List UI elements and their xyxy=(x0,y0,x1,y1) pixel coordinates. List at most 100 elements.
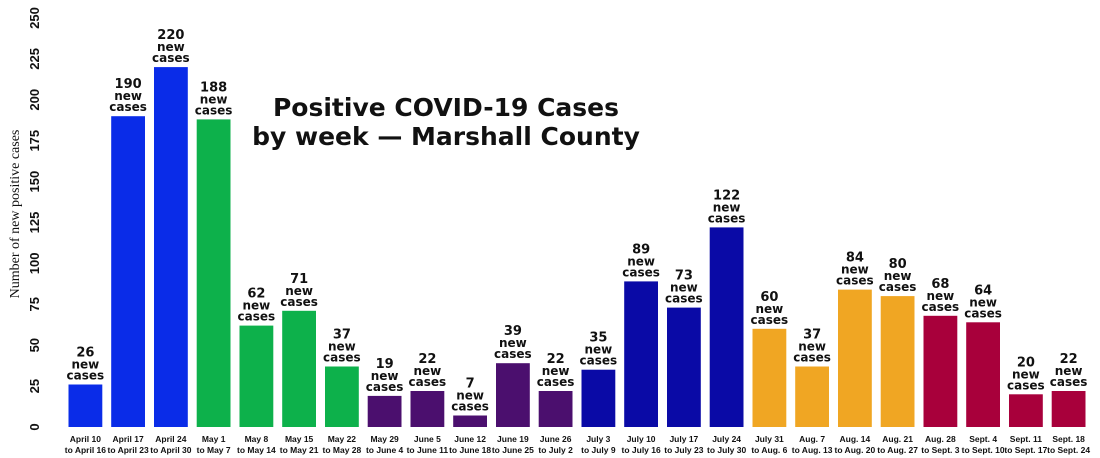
y-tick-label: 75 xyxy=(27,297,42,311)
x-tick-line-2: to May 28 xyxy=(323,445,362,455)
y-tick-label: 150 xyxy=(27,171,42,193)
data-label-new: new xyxy=(456,389,484,403)
bar xyxy=(367,395,402,427)
data-label-cases: cases xyxy=(537,375,575,389)
data-label-new: new xyxy=(1012,367,1040,381)
data-label-value: 7 xyxy=(466,377,475,392)
data-label-new: new xyxy=(328,339,356,353)
x-tick-line-2: to Sept. 3 xyxy=(921,445,960,455)
bar xyxy=(709,227,744,427)
data-label-value: 26 xyxy=(76,345,94,360)
data-label-cases: cases xyxy=(366,380,404,394)
x-tick-line-1: May 22 xyxy=(328,434,357,444)
bar xyxy=(838,289,872,427)
data-label-value: 71 xyxy=(290,272,308,287)
x-tick-line-1: Sept. 11 xyxy=(1010,434,1042,444)
data-label-value: 22 xyxy=(1060,352,1078,367)
data-label-cases: cases xyxy=(793,350,831,364)
data-label-cases: cases xyxy=(109,100,147,114)
chart-title-line-2: by week — Marshall County xyxy=(252,122,640,151)
bar xyxy=(667,307,701,427)
bar xyxy=(239,325,274,427)
x-tick-line-1: Sept. 18 xyxy=(1052,434,1085,444)
bar xyxy=(496,363,530,427)
x-tick-line-1: July 24 xyxy=(712,434,741,444)
data-label-new: new xyxy=(285,284,313,298)
x-tick-line-2: to Aug. 13 xyxy=(792,445,833,455)
bar xyxy=(282,310,316,427)
data-label-new: new xyxy=(413,364,441,378)
data-label-cases: cases xyxy=(1007,378,1045,392)
data-label-new: new xyxy=(926,289,954,303)
data-label-cases: cases xyxy=(751,313,789,327)
bar xyxy=(1051,391,1086,427)
data-label-new: new xyxy=(371,369,399,383)
bar xyxy=(325,366,359,427)
data-label-cases: cases xyxy=(494,347,532,361)
data-label-cases: cases xyxy=(580,354,618,368)
data-label-new: new xyxy=(1055,364,1083,378)
bars xyxy=(68,67,1086,428)
data-label-cases: cases xyxy=(195,103,233,117)
data-label-new: new xyxy=(841,263,869,277)
y-tick-label: 200 xyxy=(27,89,42,111)
x-tick-line-2: to Sept. 17 xyxy=(1004,445,1047,455)
data-label-cases: cases xyxy=(280,295,318,309)
bar xyxy=(752,328,787,427)
x-tick-line-1: May 1 xyxy=(202,434,226,444)
x-tick-line-2: to April 30 xyxy=(150,445,192,455)
x-tick-line-2: to June 25 xyxy=(492,445,534,455)
x-tick-line-2: to May 7 xyxy=(197,445,231,455)
bar xyxy=(68,384,103,427)
bar xyxy=(923,315,958,427)
x-tick-line-2: to July 30 xyxy=(707,445,746,455)
data-label-cases: cases xyxy=(409,375,447,389)
x-tick-label: Sept. 4to Sept. 10 xyxy=(962,434,1005,455)
x-tick-label: July 3to July 9 xyxy=(581,434,616,455)
x-tick-line-2: to Aug. 20 xyxy=(834,445,875,455)
data-label-cases: cases xyxy=(451,400,489,414)
x-tick-line-1: July 10 xyxy=(627,434,656,444)
x-tick-label: May 8to May 14 xyxy=(237,434,276,455)
y-tick-label: 25 xyxy=(27,379,42,393)
data-label-value: 60 xyxy=(760,290,778,305)
y-tick-label: 250 xyxy=(27,7,42,29)
chart-title-line-1: Positive COVID-19 Cases xyxy=(273,93,619,122)
data-label-cases: cases xyxy=(1050,375,1088,389)
data-label-new: new xyxy=(798,339,826,353)
x-tick-label: June 5to June 11 xyxy=(407,434,449,455)
data-label-value: 19 xyxy=(376,357,394,372)
y-axis-label: Number of new positive cases xyxy=(8,130,23,299)
data-label-value: 89 xyxy=(632,242,650,257)
data-label-new: new xyxy=(542,364,570,378)
x-tick-line-2: to June 11 xyxy=(407,445,449,455)
x-tick-line-2: to July 2 xyxy=(538,445,573,455)
x-tick-line-2: to June 18 xyxy=(449,445,491,455)
data-labels: 26newcases190newcases220newcases188newca… xyxy=(67,28,1088,413)
data-label-value: 188 xyxy=(200,80,227,95)
x-tick-line-1: April 17 xyxy=(113,434,144,444)
chart-title: Positive COVID-19 Cases by week — Marsha… xyxy=(252,93,640,151)
data-label-value: 122 xyxy=(713,188,740,203)
data-label-value: 39 xyxy=(504,324,522,339)
x-tick-line-2: to Sept. 24 xyxy=(1047,445,1090,455)
x-tick-line-1: May 29 xyxy=(370,434,399,444)
